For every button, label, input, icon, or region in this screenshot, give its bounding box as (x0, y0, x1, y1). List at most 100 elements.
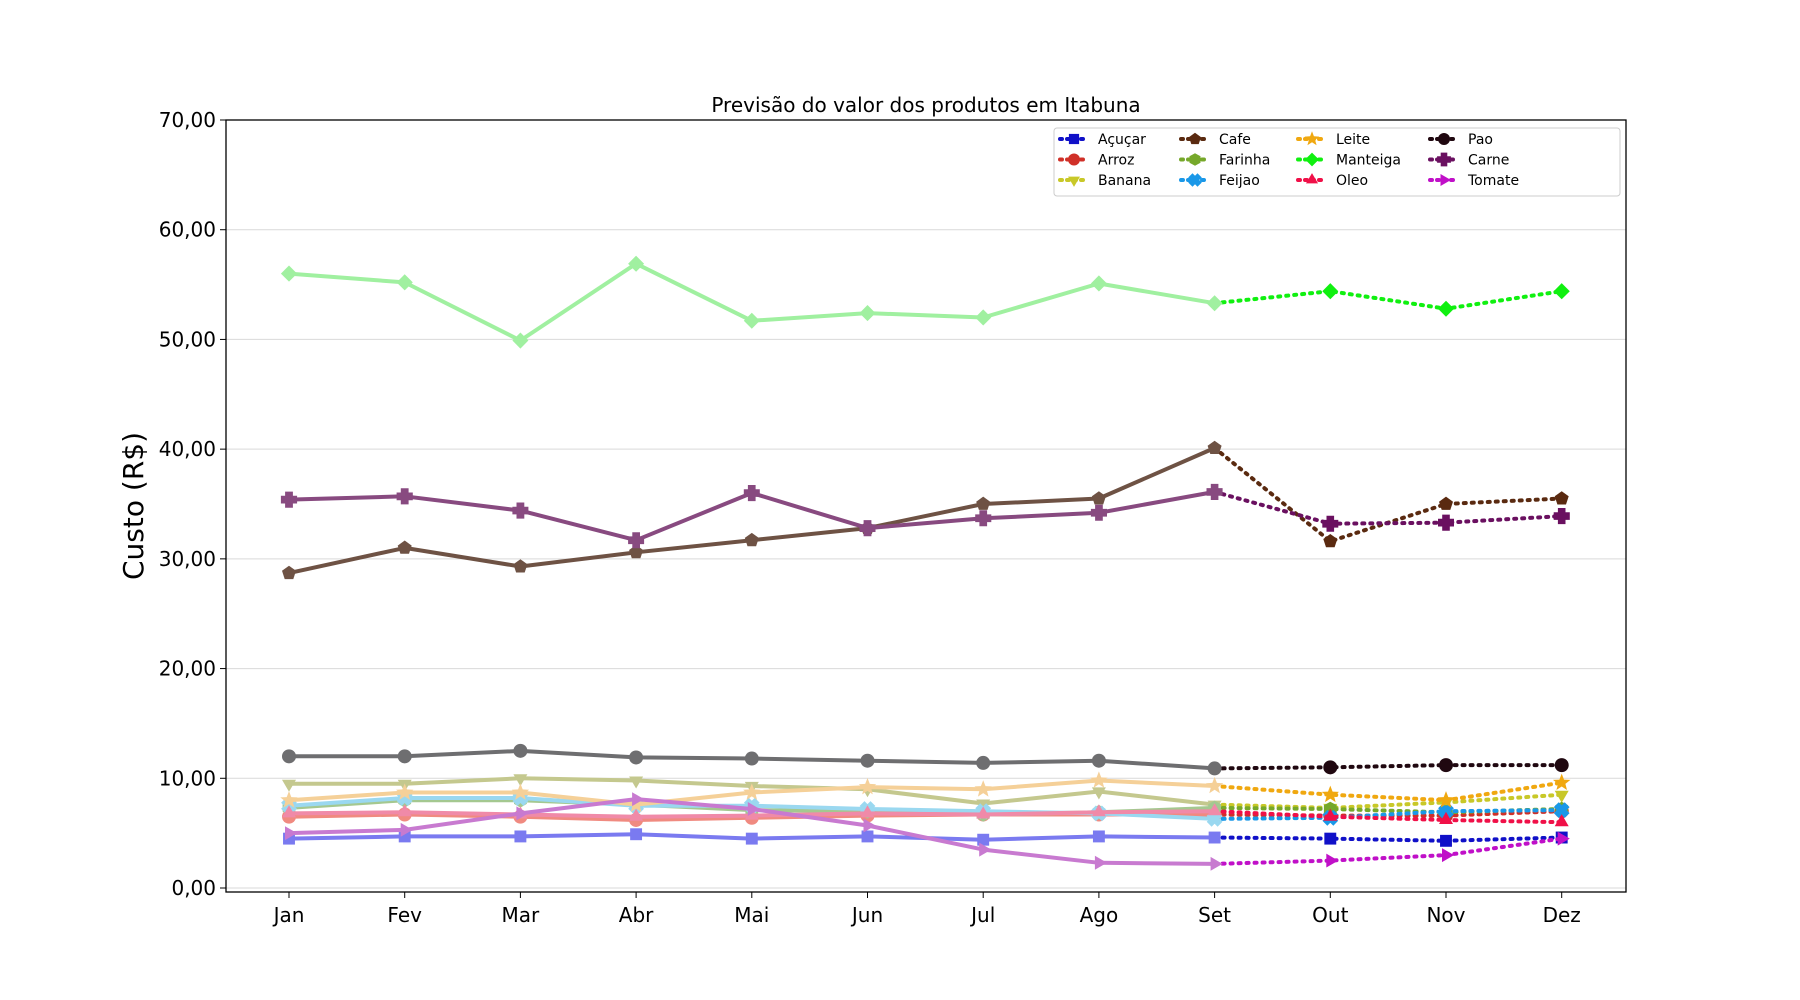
data-point (1206, 483, 1223, 500)
data-point (397, 804, 412, 817)
series-leite (280, 771, 1571, 812)
data-point (1553, 802, 1570, 818)
y-tick-label: 20,00 (159, 657, 216, 681)
data-point (280, 491, 298, 508)
data-point (858, 778, 877, 795)
data-point (1554, 790, 1569, 803)
data-point (1323, 534, 1338, 548)
legend-label: Leite (1336, 132, 1370, 148)
legend-marker (1438, 133, 1450, 145)
data-point (1092, 830, 1105, 843)
data-point (516, 806, 529, 821)
data-point (859, 520, 876, 537)
y-axis-label: Custo (R$) (117, 432, 150, 580)
data-point (285, 826, 298, 841)
axes: 0,00 10,00 20,00 30,00 40,00 50,00 60,00 70,00 J… (159, 108, 1581, 927)
legend-label: Açuçar (1098, 132, 1146, 148)
series-line-forecast (1212, 836, 1564, 866)
data-point (512, 502, 529, 519)
x-tick-label: Set (1198, 903, 1231, 927)
series-line-forecast (1212, 289, 1564, 311)
data-point (632, 792, 645, 807)
data-point (514, 830, 527, 843)
data-point (744, 751, 759, 766)
series-line-forecast (1212, 809, 1564, 825)
data-point (513, 743, 528, 758)
series-line-forecast (1212, 835, 1564, 843)
data-point (1090, 275, 1107, 292)
legend-marker (1188, 173, 1202, 187)
data-point (1321, 785, 1339, 803)
data-point (400, 822, 413, 837)
data-point (1208, 831, 1221, 844)
y-tick-label: 10,00 (159, 766, 216, 790)
legend-label: Carne (1468, 153, 1509, 169)
data-point (743, 312, 760, 329)
legend-marker (1068, 133, 1080, 145)
legend-marker (1068, 176, 1080, 187)
legend-label: Oleo (1336, 173, 1368, 189)
y-tick-label: 40,00 (159, 437, 216, 461)
data-point (1553, 508, 1570, 525)
data-point (976, 755, 991, 770)
y-tick-label: 70,00 (159, 108, 216, 132)
legend-label: Feijao (1219, 173, 1260, 189)
legend-marker (1068, 153, 1080, 166)
data-point (1440, 834, 1452, 847)
x-tick-label: Jun (850, 903, 883, 927)
data-point (1323, 760, 1338, 775)
series-line-forecast (1212, 792, 1564, 810)
data-point (1326, 853, 1339, 868)
plot-area-frame (225, 119, 1627, 893)
y-tick-label: 0,00 (171, 876, 216, 900)
data-point (1439, 758, 1453, 773)
data-point (1439, 496, 1453, 510)
data-point (513, 774, 528, 787)
legend-marker (1304, 131, 1320, 146)
data-point (282, 805, 296, 818)
legend-marker (1189, 153, 1201, 166)
x-tick-label: Abr (619, 903, 654, 927)
series-tomate (285, 792, 1570, 871)
data-point (628, 532, 645, 549)
data-point (977, 833, 990, 846)
data-point (397, 749, 412, 764)
series-line-forecast (1212, 808, 1564, 821)
legend-label: Arroz (1098, 153, 1134, 169)
data-point (628, 255, 645, 272)
data-point (976, 799, 991, 812)
data-point (1091, 787, 1106, 800)
data-point (629, 750, 644, 765)
x-tick-label: Jul (969, 903, 995, 927)
data-point (1437, 791, 1455, 808)
data-point (745, 832, 758, 845)
data-point (1438, 300, 1454, 317)
data-point (1090, 504, 1107, 521)
x-tick-label: Nov (1426, 903, 1465, 927)
chart-title: Previsão do valor dos produtos em Itabun… (711, 93, 1140, 117)
data-point (1207, 440, 1222, 454)
data-point (861, 830, 874, 843)
data-point (282, 779, 296, 792)
data-point (630, 828, 643, 841)
series-pao (282, 743, 1569, 776)
data-point (282, 749, 296, 764)
x-tick-label: Fev (387, 903, 422, 927)
data-point (396, 274, 413, 291)
data-point (513, 559, 528, 573)
data-point (743, 485, 760, 502)
data-point (280, 265, 298, 282)
data-point (1557, 831, 1570, 846)
data-point (1091, 491, 1106, 505)
data-point (1207, 803, 1222, 816)
data-point (1091, 804, 1106, 817)
data-point (282, 565, 296, 580)
legend: Açuçar Arroz Banana Cafe Farinha Feijao Leite M… (1053, 127, 1621, 197)
x-tick-label: Ago (1080, 903, 1119, 927)
legend-marker (1305, 152, 1319, 167)
data-point (396, 783, 414, 800)
legend-marker (1189, 132, 1201, 145)
data-point (1554, 814, 1569, 827)
x-tick-label: Jan (272, 903, 305, 927)
